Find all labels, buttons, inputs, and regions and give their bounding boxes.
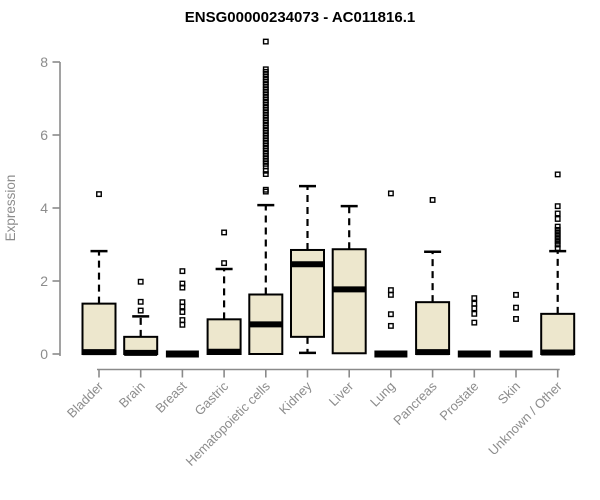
outlier-point xyxy=(137,298,144,305)
flat-box xyxy=(165,350,199,358)
y-tick-label: 6 xyxy=(40,127,48,143)
box-rect xyxy=(540,312,576,356)
x-tick-label-unknown-other: Unknown / Other xyxy=(485,378,565,458)
box-group-brain xyxy=(123,278,159,356)
outlier-point xyxy=(262,38,269,45)
outlier-point xyxy=(554,245,561,252)
boxes-layer xyxy=(81,38,576,358)
outlier-point xyxy=(429,197,436,203)
y-tick-label: 8 xyxy=(40,54,48,70)
y-tick-label: 2 xyxy=(40,273,48,289)
outlier-point xyxy=(554,203,561,210)
box-rect xyxy=(81,302,117,356)
outlier-point xyxy=(513,291,519,298)
x-tick-label-kidney: Kidney xyxy=(276,378,315,417)
outlier-point xyxy=(471,319,478,326)
chart-title: ENSG00000234073 - AC011816.1 xyxy=(185,9,415,26)
outlier-point xyxy=(554,215,561,222)
box-group-lung xyxy=(374,190,408,358)
outlier-point xyxy=(513,304,519,311)
box-group-gastric xyxy=(206,229,242,356)
outlier-point xyxy=(262,188,269,195)
flat-box xyxy=(374,350,408,358)
box-group-breast xyxy=(165,268,199,358)
outlier-point xyxy=(387,287,394,294)
outlier-point xyxy=(387,311,394,318)
x-tick-label-skin: Skin xyxy=(495,379,523,407)
box-group-prostate xyxy=(457,295,491,358)
outlier-point xyxy=(179,309,186,315)
outlier-point xyxy=(387,190,394,197)
outlier-point xyxy=(221,260,228,267)
x-tick-label-gastric: Gastric xyxy=(192,378,232,418)
x-tick-label-liver: Liver xyxy=(326,378,357,409)
outlier-point xyxy=(179,268,186,275)
flat-box xyxy=(457,350,491,358)
outlier-point xyxy=(179,284,186,291)
x-tick-label-pancreas: Pancreas xyxy=(390,378,440,428)
outlier-point xyxy=(96,191,102,198)
outlier-point xyxy=(262,171,269,178)
outlier-point xyxy=(137,307,144,314)
flat-box xyxy=(499,350,533,358)
x-tick-label-brain: Brain xyxy=(116,379,148,411)
box-group-bladder xyxy=(81,191,117,356)
outlier-point xyxy=(554,171,561,178)
outlier-point xyxy=(471,310,478,317)
box-rect xyxy=(331,248,367,355)
outlier-point xyxy=(221,229,228,236)
box-group-kidney xyxy=(290,184,325,355)
outlier-point xyxy=(513,316,519,322)
y-axis: 0 2 4 6 8 xyxy=(40,54,61,362)
x-tick-label-prostate: Prostate xyxy=(437,379,482,424)
outlier-point xyxy=(179,317,186,324)
y-tick-label: 0 xyxy=(40,346,48,362)
x-tick-label-lung: Lung xyxy=(367,379,398,410)
box-rect xyxy=(206,318,242,356)
outlier-point xyxy=(554,241,561,248)
box-group-liver xyxy=(331,204,367,355)
y-tick-label: 4 xyxy=(40,200,48,216)
outlier-point xyxy=(387,322,394,329)
outlier-point xyxy=(387,291,394,298)
outlier-point xyxy=(554,210,561,217)
outlier-point xyxy=(179,303,186,310)
outlier-point xyxy=(471,295,478,302)
box-group-pancreas xyxy=(415,197,451,356)
box-group-unknown-other xyxy=(540,171,576,356)
outlier-point xyxy=(262,167,269,174)
y-axis-label: Expression xyxy=(3,175,18,242)
outlier-point xyxy=(554,223,561,230)
outlier-point xyxy=(471,305,478,312)
box-group-hematopoietic-cells xyxy=(248,38,284,356)
box-group-skin xyxy=(499,291,533,358)
x-tick-label-breast: Breast xyxy=(152,378,189,415)
outlier-point xyxy=(179,321,186,328)
box-rect xyxy=(415,301,451,356)
outlier-point xyxy=(471,300,478,307)
x-tick-label-bladder: Bladder xyxy=(64,378,107,421)
outlier-point xyxy=(137,278,144,285)
